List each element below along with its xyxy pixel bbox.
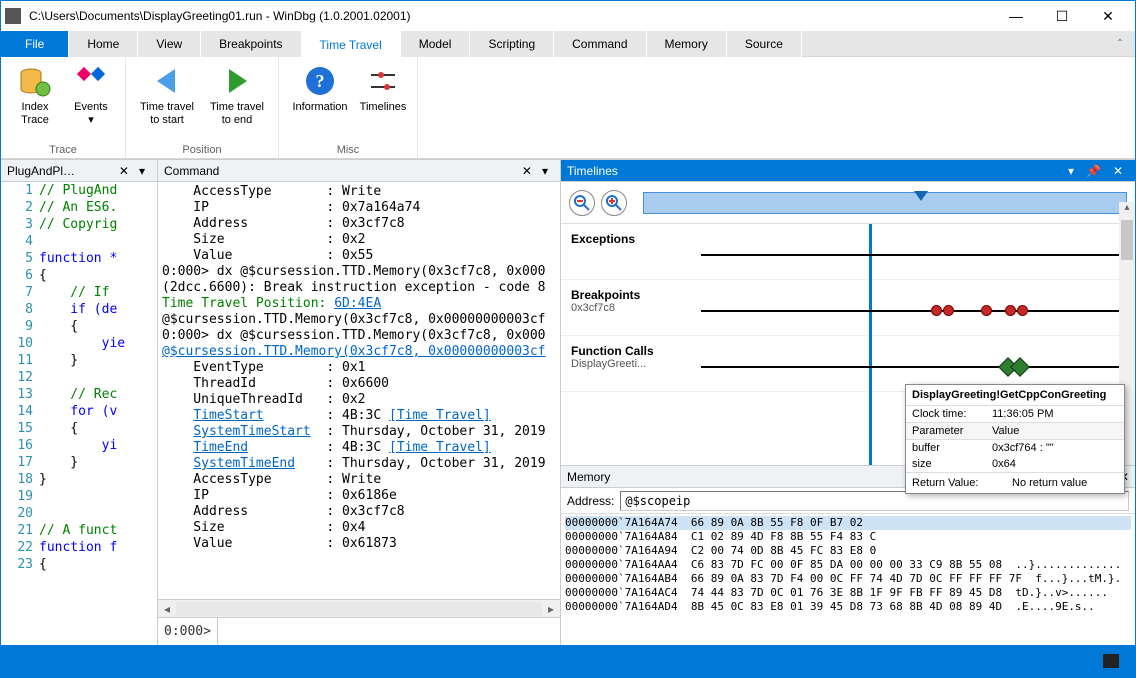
- memory-address-label: Address:: [567, 494, 614, 508]
- menu-home[interactable]: Home: [69, 31, 138, 57]
- window-title: C:\Users\Documents\DisplayGreeting01.run…: [29, 9, 993, 23]
- breakpoint-marker[interactable]: [943, 305, 954, 316]
- timelines-button[interactable]: Timelines: [355, 61, 411, 142]
- timelines-pin-icon[interactable]: 📌: [1080, 164, 1107, 178]
- memory-hex-view[interactable]: 00000000`7A164A74 66 89 0A 8B 55 F8 0F B…: [561, 514, 1135, 645]
- command-tab-title[interactable]: Command: [164, 164, 518, 178]
- memory-row[interactable]: 00000000`7A164AC4 74 44 83 7D 0C 01 76 3…: [565, 586, 1131, 600]
- play-back-icon: [151, 65, 183, 97]
- command-hscrollbar[interactable]: ◂ ▸: [158, 599, 560, 617]
- fncall-marker[interactable]: [1010, 357, 1030, 377]
- timelines-icon: [367, 65, 399, 97]
- command-tab-close-icon[interactable]: ✕: [518, 164, 536, 178]
- menu-command[interactable]: Command: [554, 31, 646, 57]
- scrubber-marker-icon[interactable]: [914, 191, 928, 201]
- play-forward-icon: [221, 65, 253, 97]
- breakpoint-marker[interactable]: [1005, 305, 1016, 316]
- menu-model[interactable]: Model: [401, 31, 471, 57]
- timelines-header: Timelines ▾ 📌 ✕: [561, 160, 1135, 182]
- database-icon: [19, 65, 51, 97]
- menu-source[interactable]: Source: [727, 31, 802, 57]
- breakpoints-row-title: Breakpoints: [571, 288, 691, 302]
- fncalls-row-sub: DisplayGreeti...: [571, 358, 691, 370]
- menubar: File Home View Breakpoints Time Travel M…: [1, 31, 1135, 57]
- memory-row[interactable]: 00000000`7A164AB4 66 89 0A 83 7D F4 00 0…: [565, 572, 1131, 586]
- menu-collapse-icon[interactable]: ˆ: [1105, 31, 1135, 56]
- close-button[interactable]: ✕: [1085, 1, 1131, 31]
- command-prompt-label: 0:000>: [158, 618, 218, 645]
- index-trace-label: Index Trace: [21, 101, 49, 127]
- time-travel-start-button[interactable]: Time travel to start: [132, 61, 202, 142]
- tooltip-clock-value: 11:36:05 PM: [992, 408, 1054, 420]
- index-trace-button[interactable]: Index Trace: [7, 61, 63, 142]
- info-icon: ?: [304, 65, 336, 97]
- ribbon: Index Trace Events ▾ Trace Time travel t…: [1, 57, 1135, 159]
- time-travel-end-button[interactable]: Time travel to end: [202, 61, 272, 142]
- timelines-label: Timelines: [360, 101, 407, 114]
- timelines-title: Timelines: [567, 164, 1062, 178]
- memory-row[interactable]: 00000000`7A164AD4 8B 45 0C 83 E8 01 39 4…: [565, 600, 1131, 614]
- scroll-right-icon[interactable]: ▸: [542, 602, 560, 616]
- events-icon: [75, 65, 107, 97]
- source-tab-title[interactable]: PlugAndPl…: [7, 164, 115, 178]
- statusbar: [1, 645, 1135, 677]
- group-misc-label: Misc: [285, 142, 411, 158]
- scroll-left-icon[interactable]: ◂: [158, 602, 176, 616]
- menu-view[interactable]: View: [138, 31, 201, 57]
- memory-row[interactable]: 00000000`7A164AA4 C6 83 7D FC 00 0F 85 D…: [565, 558, 1131, 572]
- menu-scripting[interactable]: Scripting: [470, 31, 554, 57]
- time-travel-start-label: Time travel to start: [140, 101, 194, 127]
- command-input[interactable]: [218, 624, 560, 639]
- memory-row[interactable]: 00000000`7A164A74 66 89 0A 8B 55 F8 0F B…: [565, 516, 1131, 530]
- menu-memory[interactable]: Memory: [647, 31, 727, 57]
- information-label: Information: [292, 101, 347, 114]
- function-call-tooltip: DisplayGreeting!GetCppConGreeting Clock …: [905, 384, 1125, 494]
- group-position-label: Position: [132, 142, 272, 158]
- source-tab-header: PlugAndPl… ✕ ▾: [1, 160, 157, 182]
- command-pane-menu-icon[interactable]: ▾: [536, 164, 554, 178]
- timelines-dropdown-icon[interactable]: ▾: [1062, 164, 1080, 178]
- source-pane-menu-icon[interactable]: ▾: [133, 164, 151, 178]
- zoom-out-button[interactable]: [569, 190, 595, 216]
- exceptions-track[interactable]: [701, 224, 1135, 279]
- timeline-scrubber[interactable]: [643, 192, 1127, 214]
- app-icon: [5, 8, 21, 24]
- feedback-icon[interactable]: [1103, 654, 1119, 668]
- zoom-in-button[interactable]: [601, 190, 627, 216]
- command-output[interactable]: AccessType : Write IP : 0x7a164a74 Addre…: [158, 182, 560, 599]
- breakpoint-marker[interactable]: [1017, 305, 1028, 316]
- maximize-button[interactable]: ☐: [1039, 1, 1085, 31]
- menu-breakpoints[interactable]: Breakpoints: [201, 31, 301, 57]
- menu-file[interactable]: File: [1, 31, 69, 57]
- memory-row[interactable]: 00000000`7A164A84 C1 02 89 4D F8 8B 55 F…: [565, 530, 1131, 544]
- events-button[interactable]: Events ▾: [63, 61, 119, 142]
- timelines-close-icon[interactable]: ✕: [1107, 164, 1129, 178]
- fncalls-row-title: Function Calls: [571, 344, 691, 358]
- breakpoints-track[interactable]: [701, 280, 1135, 335]
- svg-text:?: ?: [316, 71, 325, 91]
- group-trace-label: Trace: [7, 142, 119, 158]
- memory-row[interactable]: 00000000`7A164A94 C2 00 74 0D 8B 45 FC 8…: [565, 544, 1131, 558]
- exceptions-row-title: Exceptions: [571, 232, 691, 246]
- fncalls-track[interactable]: [701, 336, 1135, 391]
- information-button[interactable]: ? Information: [285, 61, 355, 142]
- breakpoints-row-sub: 0x3cf7c8: [571, 302, 691, 314]
- minimize-button[interactable]: —: [993, 1, 1039, 31]
- events-label: Events ▾: [74, 101, 108, 127]
- menu-time-travel[interactable]: Time Travel: [302, 32, 401, 58]
- source-editor[interactable]: 1234567891011121314151617181920212223 //…: [1, 182, 157, 645]
- breakpoint-marker[interactable]: [931, 305, 942, 316]
- titlebar: C:\Users\Documents\DisplayGreeting01.run…: [1, 1, 1135, 31]
- breakpoint-marker[interactable]: [981, 305, 992, 316]
- tooltip-title: DisplayGreeting!GetCppConGreeting: [906, 385, 1124, 406]
- tooltip-return-value: No return value: [1012, 477, 1087, 489]
- time-travel-end-label: Time travel to end: [210, 101, 264, 127]
- source-tab-close-icon[interactable]: ✕: [115, 164, 133, 178]
- command-tab-header: Command ✕ ▾: [158, 160, 560, 182]
